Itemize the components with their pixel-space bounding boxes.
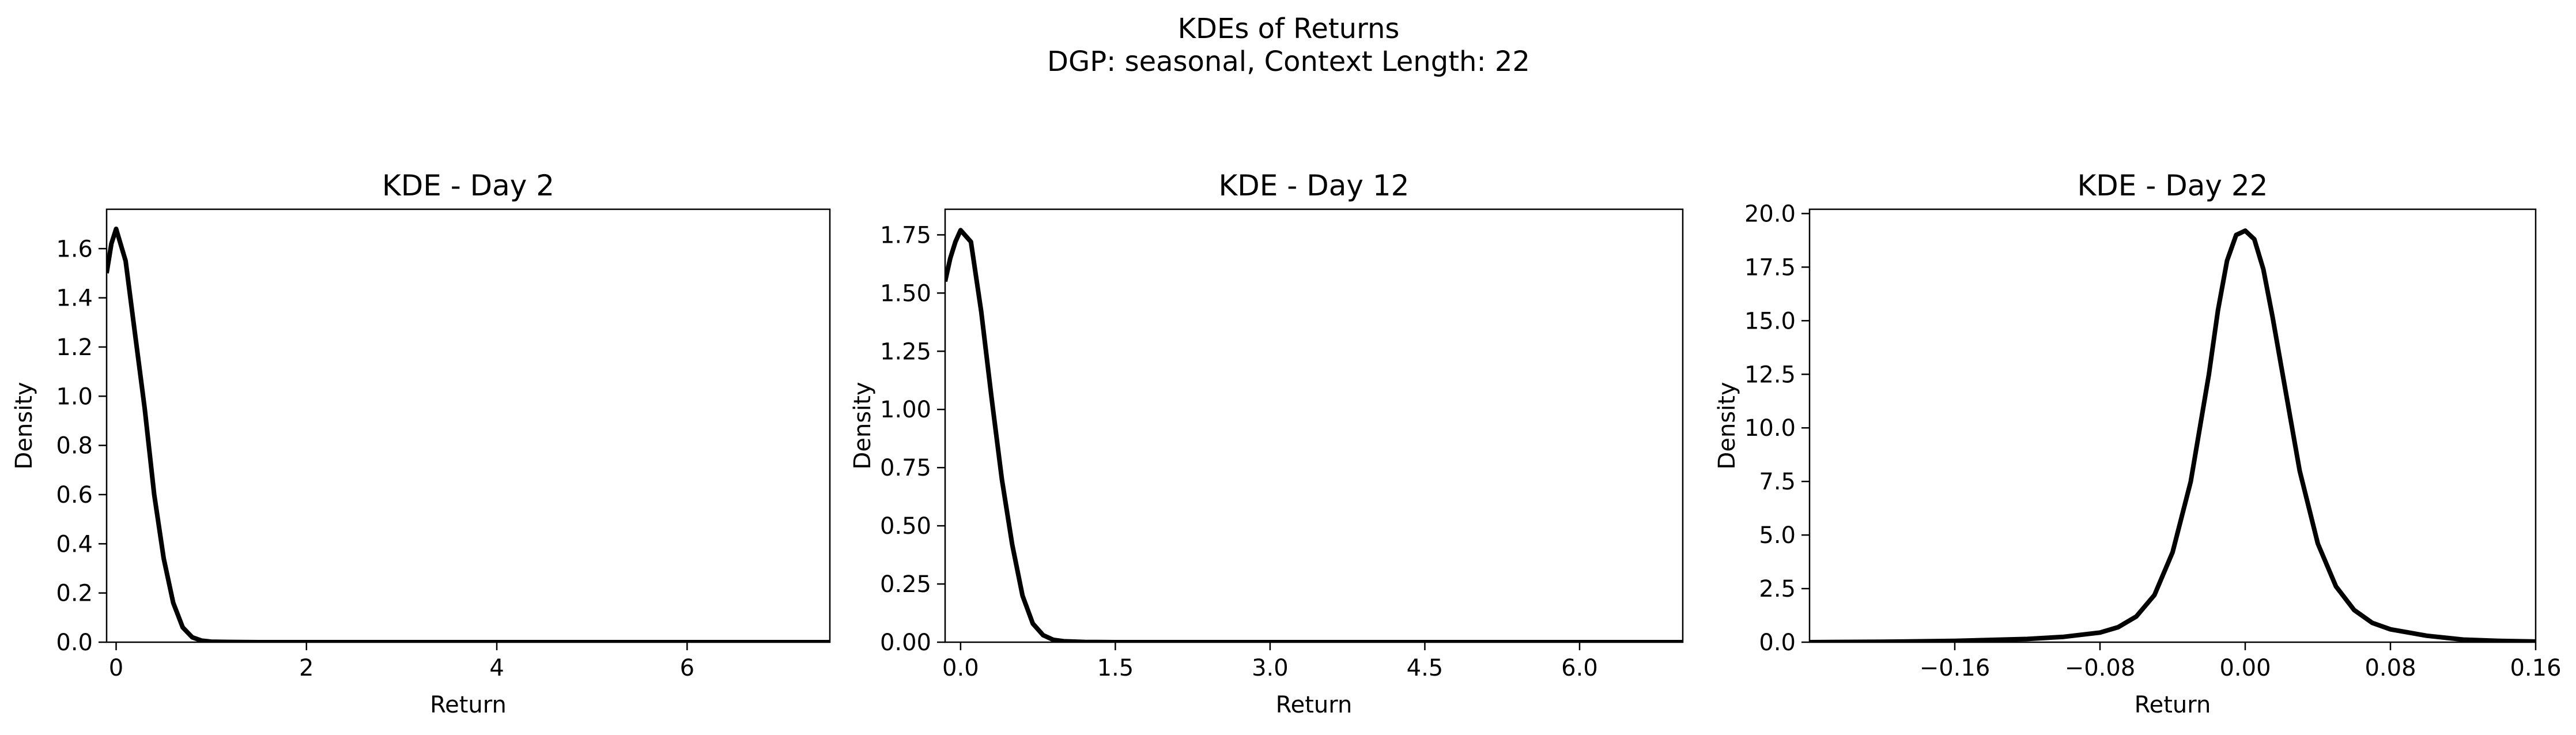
x-tick-label: −0.08 xyxy=(2065,655,2136,681)
subplot-1: 0 2 4 6 0.0 0.2 0.4 0.6 0.8 1.0 1.2 1.4 1.6 KDE - Day… xyxy=(11,169,831,718)
subplot-title: KDE - Day 12 xyxy=(1219,169,1410,202)
kde-curve xyxy=(945,228,1683,642)
y-tick-label: 0.8 xyxy=(56,433,93,459)
x-tick-label: 0.00 xyxy=(2219,655,2271,681)
y-tick-label: 7.5 xyxy=(1759,469,1796,495)
x-tick-label: 0.16 xyxy=(2510,655,2561,681)
x-tick-label: 0 xyxy=(109,655,123,681)
x-tick-label: 6 xyxy=(680,655,694,681)
y-tick-label: 0.2 xyxy=(56,581,93,607)
y-tick-label: 12.5 xyxy=(1744,361,1796,388)
x-axis-label: Return xyxy=(1276,692,1353,718)
y-tick-label: 0.25 xyxy=(880,571,931,598)
figure-title-line-2: DGP: seasonal, Context Length: 22 xyxy=(1047,46,1530,78)
y-tick-label: 20.0 xyxy=(1744,201,1796,227)
x-axis-label: Return xyxy=(430,692,507,718)
x-tick-label: 6.0 xyxy=(1561,655,1598,681)
y-tick-label: 1.6 xyxy=(56,236,93,262)
x-tick-label: 1.5 xyxy=(1097,655,1134,681)
x-tick-label: −0.16 xyxy=(1920,655,1990,681)
y-tick-label: 0.6 xyxy=(56,482,93,508)
y-tick-label: 2.5 xyxy=(1759,576,1796,602)
kde-curve xyxy=(107,227,830,642)
x-tick-label: 4 xyxy=(489,655,504,681)
axes-frame xyxy=(1808,208,2537,643)
y-tick-label: 1.4 xyxy=(56,285,93,312)
y-tick-label: 5.0 xyxy=(1759,522,1796,549)
y-tick-label: 0.0 xyxy=(1759,630,1796,656)
x-tick-label: 0.08 xyxy=(2365,655,2416,681)
y-tick-label: 0.50 xyxy=(880,513,931,540)
y-tick-label: 17.5 xyxy=(1744,254,1796,281)
x-tick-label: 2 xyxy=(299,655,313,681)
y-axis-label: Density xyxy=(849,382,876,469)
y-tick-label: 1.2 xyxy=(56,334,93,361)
y-axis-label: Density xyxy=(11,382,37,469)
kde-curve xyxy=(1810,228,2536,642)
x-axis-label: Return xyxy=(2135,692,2211,718)
subplot-title: KDE - Day 2 xyxy=(382,169,554,202)
y-tick-label: 0.00 xyxy=(880,630,931,656)
y-tick-label: 1.25 xyxy=(880,338,931,365)
y-tick-label: 15.0 xyxy=(1744,308,1796,334)
y-tick-label: 1.50 xyxy=(880,280,931,307)
y-tick-label: 0.4 xyxy=(56,531,93,557)
subplot-title: KDE - Day 22 xyxy=(2078,169,2268,202)
figure-title-line-1: KDEs of Returns xyxy=(1178,13,1400,45)
y-tick-label: 10.0 xyxy=(1744,415,1796,442)
y-tick-label: 1.75 xyxy=(880,222,931,248)
y-tick-label: 0.75 xyxy=(880,455,931,481)
y-tick-label: 0.0 xyxy=(56,630,93,656)
x-tick-label: 4.5 xyxy=(1407,655,1444,681)
axes-frame xyxy=(105,208,831,643)
y-tick-label: 1.00 xyxy=(880,397,931,423)
x-tick-label: 3.0 xyxy=(1252,655,1289,681)
x-tick-label: 0.0 xyxy=(942,655,979,681)
axes-container: 0 2 4 6 0.0 0.2 0.4 0.6 0.8 1.0 1.2 1.4 1.6 KDE - Day… xyxy=(11,169,2562,718)
subplot-2: 0.0 1.5 3.0 4.5 6.0 0.00 0.25 0.50 0.75 1.00 1.25 1… xyxy=(849,169,1684,718)
axes-frame xyxy=(944,208,1684,643)
subplot-3: −0.16 −0.08 0.00 0.08 0.16 0.0 2.5 5.0 7.5 10.0 12… xyxy=(1714,169,2562,718)
y-tick-label: 1.0 xyxy=(56,383,93,410)
y-axis-label: Density xyxy=(1714,382,1740,469)
